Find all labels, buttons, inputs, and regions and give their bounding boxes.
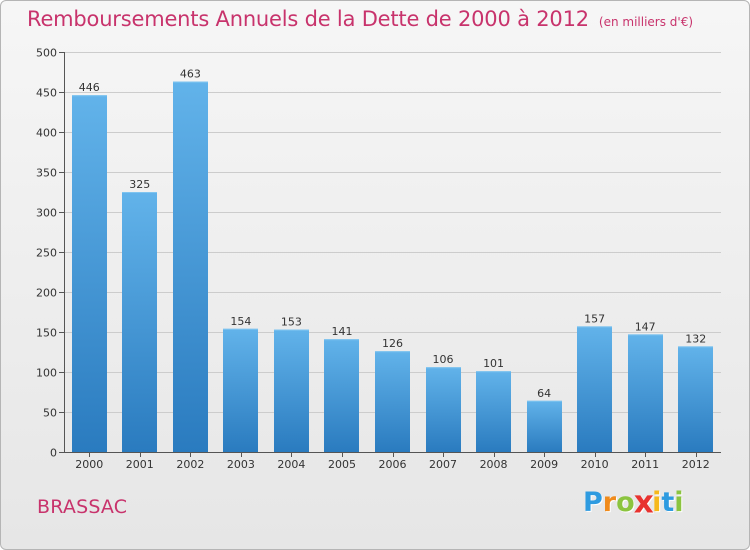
chart-title: Remboursements Annuels de la Dette de 20…	[27, 7, 693, 31]
data-label: 153	[281, 316, 302, 329]
chart-title-unit: (en milliers d'€)	[598, 15, 694, 29]
y-tick-label: 450	[36, 87, 57, 100]
x-tick-label: 2009	[530, 458, 558, 471]
y-tick-label: 100	[36, 367, 57, 380]
data-label: 154	[230, 315, 251, 328]
y-tick-label: 150	[36, 327, 57, 340]
x-tick-label: 2005	[328, 458, 356, 471]
proxiti-logo: Proxiti	[583, 484, 684, 521]
data-label: 64	[537, 387, 551, 400]
bar-2001	[122, 192, 157, 452]
logo-letter: o	[616, 487, 635, 518]
y-tick-label: 350	[36, 167, 57, 180]
x-tick-label: 2011	[631, 458, 659, 471]
x-tick-label: 2010	[581, 458, 609, 471]
logo-letter: t	[661, 487, 675, 518]
bar-2003	[223, 328, 258, 452]
y-tick-label: 500	[36, 47, 57, 60]
chart-title-main: Remboursements Annuels de la Dette de 20…	[27, 7, 589, 31]
bar-2010	[577, 326, 612, 452]
x-tick-label: 2003	[227, 458, 255, 471]
y-tick-label: 0	[50, 447, 57, 460]
x-tick-label: 2001	[126, 458, 154, 471]
bar-2012	[678, 346, 713, 452]
data-label: 132	[685, 332, 706, 345]
data-label: 126	[382, 337, 403, 350]
bar-2000	[72, 95, 107, 452]
commune-name: BRASSAC	[37, 496, 128, 518]
bar-2007	[426, 367, 461, 452]
y-tick-label: 300	[36, 207, 57, 220]
bar-2005	[324, 339, 359, 452]
y-tick-label: 250	[36, 247, 57, 260]
x-tick-label: 2006	[379, 458, 407, 471]
logo-letter: x	[633, 484, 654, 521]
x-tick-label: 2012	[682, 458, 710, 471]
y-tick-label: 200	[36, 287, 57, 300]
logo-letter: i	[652, 487, 662, 518]
bar-2002	[173, 81, 208, 452]
bar-2008	[476, 371, 511, 452]
data-label: 101	[483, 357, 504, 370]
x-tick-label: 2008	[480, 458, 508, 471]
data-label: 463	[180, 68, 201, 81]
labels-layer: 446 325 463 154 153 141 126 106 101 64 157 147 132	[79, 68, 706, 400]
logo-letter: P	[583, 487, 603, 518]
logo-letter: i	[674, 487, 684, 518]
data-label: 147	[635, 320, 656, 333]
y-tick-label: 400	[36, 127, 57, 140]
bar-2006	[375, 351, 410, 452]
data-label: 106	[433, 353, 454, 366]
x-tick-label: 2004	[277, 458, 305, 471]
bar-2004	[274, 329, 309, 452]
bar-2009	[527, 400, 562, 452]
bars-layer	[72, 81, 713, 452]
data-label: 446	[79, 81, 100, 94]
x-tick-label: 2002	[176, 458, 204, 471]
data-label: 141	[331, 325, 352, 338]
data-label: 325	[129, 178, 150, 191]
y-tick-label: 50	[43, 407, 57, 420]
bar-2011	[628, 334, 663, 452]
axis-layer: 0 50 100 150 200 250 300 350 400 450 500 2000 2001 20…	[36, 47, 721, 471]
logo-letter: r	[602, 487, 617, 518]
data-label: 157	[584, 312, 605, 325]
x-tick-label: 2007	[429, 458, 457, 471]
x-tick-label: 2000	[75, 458, 103, 471]
